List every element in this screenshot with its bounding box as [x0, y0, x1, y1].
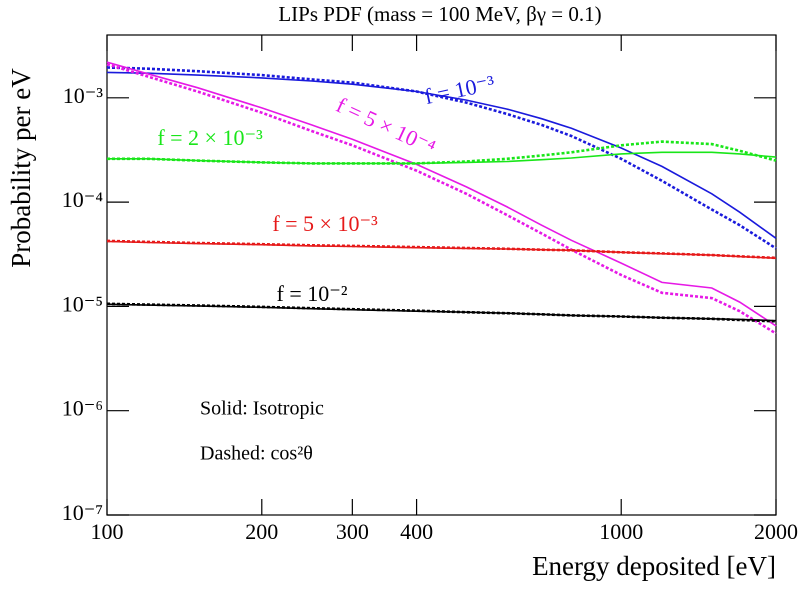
plot-frame: [106, 34, 777, 516]
series-label: f = 5 × 10⁻³: [272, 211, 378, 236]
y-tick-label: 10⁻³: [63, 83, 104, 108]
y-tick-label: 10⁻⁴: [62, 187, 104, 212]
x-tick-label: 100: [91, 519, 124, 544]
y-tick-label: 10⁻⁵: [62, 291, 103, 316]
x-axis-label: Energy deposited [eV]: [532, 551, 776, 581]
y-axis-label: Probability per eV: [6, 68, 36, 268]
series-label: f = 2 × 10⁻³: [157, 125, 263, 150]
solid-line: [106, 71, 777, 239]
x-tick-label: 300: [336, 519, 369, 544]
dashed-line: [106, 302, 777, 323]
x-tick-label: 400: [400, 519, 433, 544]
chart-title: LIPs PDF (mass = 100 MeV, βγ = 0.1): [278, 2, 601, 26]
series-label: f = 10⁻²: [277, 281, 348, 306]
series-label: f = 5 × 10⁻⁴: [333, 92, 440, 160]
annotation: Dashed: cos²θ: [200, 443, 313, 465]
dashed-line: [107, 140, 777, 165]
x-tick-label: 2000: [754, 519, 798, 544]
series-label: f = 10⁻³: [422, 70, 497, 109]
dashed-line: [106, 66, 777, 250]
x-tick-label: 200: [245, 519, 278, 544]
annotation: Solid: Isotropic: [200, 398, 324, 420]
y-tick-label: 10⁻⁶: [62, 396, 103, 421]
dashed-line: [106, 239, 777, 260]
x-tick-label: 1000: [599, 519, 643, 544]
dashed-line: [106, 62, 777, 335]
solid-line: [106, 61, 777, 327]
y-tick-label: 10⁻⁷: [62, 500, 103, 525]
